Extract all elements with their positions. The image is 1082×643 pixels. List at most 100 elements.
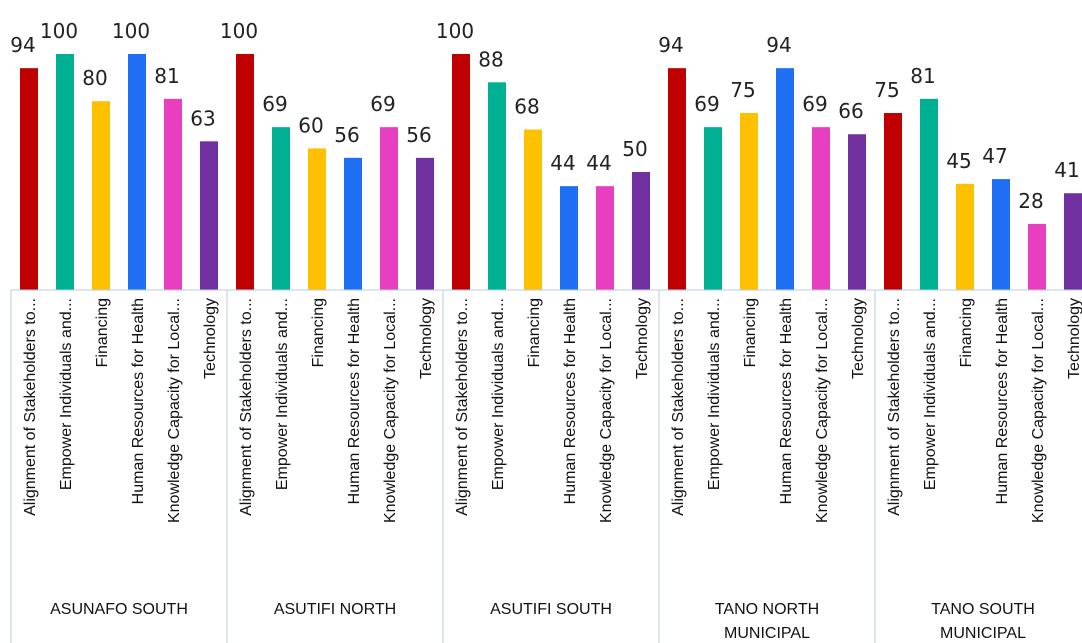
- category-tick-label: Knowledge Capacity for Local...: [598, 298, 615, 523]
- category-tick-label: Empower Individuals and...: [274, 298, 291, 490]
- data-label: 80: [82, 66, 107, 90]
- group-label: MUNICIPAL: [940, 625, 1026, 642]
- bar: [128, 54, 146, 290]
- data-label: 63: [190, 106, 215, 130]
- category-tick-label: Financing: [310, 298, 327, 367]
- category-tick-label: Technology: [634, 298, 651, 379]
- bar: [596, 186, 614, 290]
- bar: [56, 54, 74, 290]
- category-tick-label: Alignment of Stakeholders to...: [22, 298, 39, 516]
- category-axis-layer: [10, 289, 1082, 643]
- category-tick-label: Alignment of Stakeholders to...: [886, 298, 903, 516]
- bar: [848, 134, 866, 290]
- data-label: 69: [694, 92, 719, 116]
- category-tick-label: Human Resources for Health: [130, 298, 147, 504]
- category-tick-label: Technology: [850, 298, 867, 379]
- bar: [488, 82, 506, 290]
- bar: [524, 129, 542, 290]
- data-label: 100: [220, 19, 258, 43]
- category-tick-label: Financing: [742, 298, 759, 367]
- bar: [380, 127, 398, 290]
- data-label: 47: [982, 144, 1007, 168]
- category-tick-label: Knowledge Capacity for Local...: [166, 298, 183, 523]
- data-label: 68: [514, 95, 539, 119]
- group-label: TANO SOUTH: [931, 601, 1035, 618]
- bar: [164, 98, 182, 290]
- data-label: 69: [262, 92, 287, 116]
- bar: [992, 179, 1010, 290]
- data-label: 100: [436, 19, 474, 43]
- category-tick-label: Technology: [418, 298, 435, 379]
- category-tick-label: Alignment of Stakeholders to...: [454, 298, 471, 516]
- category-tick-label: Empower Individuals and...: [58, 298, 75, 490]
- data-label: 75: [874, 78, 899, 102]
- category-tick-label: Human Resources for Health: [346, 298, 363, 504]
- bar: [956, 183, 974, 290]
- group-labels-layer: ASUNAFO SOUTH ASUTIFI NORTH ASUTIFI SOUTH T…: [50, 601, 1035, 642]
- bar: [452, 54, 470, 290]
- category-tick-label: Financing: [526, 298, 543, 367]
- category-tick-label: Financing: [94, 298, 111, 367]
- data-label: 56: [334, 123, 359, 147]
- data-label: 56: [406, 123, 431, 147]
- category-tick-label: Technology: [202, 298, 219, 379]
- bar: [92, 101, 110, 290]
- bar: [272, 127, 290, 290]
- category-labels-layer: Alignment of Stakeholders to... Empower I…: [22, 298, 1082, 523]
- bar: [632, 172, 650, 290]
- bar: [308, 148, 326, 290]
- category-tick-label: Technology: [1066, 298, 1082, 379]
- category-tick-label: Knowledge Capacity for Local...: [1030, 298, 1047, 523]
- category-tick-label: Knowledge Capacity for Local...: [382, 298, 399, 523]
- bars-layer: [20, 54, 1082, 290]
- bar: [704, 127, 722, 290]
- category-tick-label: Alignment of Stakeholders to...: [670, 298, 687, 516]
- category-tick-label: Empower Individuals and...: [706, 298, 723, 490]
- category-tick-label: Financing: [958, 298, 975, 367]
- data-label: 94: [766, 33, 791, 57]
- bar: [776, 68, 794, 290]
- group-label: MUNICIPAL: [724, 625, 810, 642]
- bar: [1028, 223, 1046, 290]
- category-tick-label: Empower Individuals and...: [922, 298, 939, 490]
- bar: [740, 113, 758, 290]
- data-label: 69: [370, 92, 395, 116]
- category-tick-label: Human Resources for Health: [778, 298, 795, 504]
- data-label: 66: [838, 99, 863, 123]
- category-tick-label: Human Resources for Health: [994, 298, 1011, 504]
- bar: [416, 157, 434, 290]
- data-label: 50: [622, 137, 647, 161]
- group-label: TANO NORTH: [715, 601, 819, 618]
- bar: [884, 113, 902, 290]
- category-tick-label: Knowledge Capacity for Local...: [814, 298, 831, 523]
- bar: [1064, 193, 1082, 290]
- bar: [560, 186, 578, 290]
- data-label: 45: [946, 149, 971, 173]
- data-label: 41: [1054, 158, 1079, 182]
- data-label: 44: [586, 151, 611, 175]
- data-label: 81: [910, 64, 935, 88]
- data-label: 100: [112, 19, 150, 43]
- bar: [20, 68, 38, 290]
- data-label: 100: [40, 19, 78, 43]
- group-label: ASUNAFO SOUTH: [50, 601, 188, 618]
- bar: [920, 98, 938, 290]
- data-label: 28: [1018, 189, 1043, 213]
- bar: [668, 68, 686, 290]
- category-tick-label: Alignment of Stakeholders to...: [238, 298, 255, 516]
- data-label: 94: [10, 33, 35, 57]
- data-label: 94: [658, 33, 683, 57]
- data-label: 69: [802, 92, 827, 116]
- group-label: ASUTIFI NORTH: [274, 601, 396, 618]
- data-label: 60: [298, 113, 323, 137]
- data-label: 44: [550, 151, 575, 175]
- bar: [236, 54, 254, 290]
- bar: [812, 127, 830, 290]
- category-tick-label: Human Resources for Health: [562, 298, 579, 504]
- group-label: ASUTIFI SOUTH: [490, 601, 612, 618]
- data-label: 88: [478, 47, 503, 71]
- data-label: 81: [154, 64, 179, 88]
- bar: [344, 157, 362, 290]
